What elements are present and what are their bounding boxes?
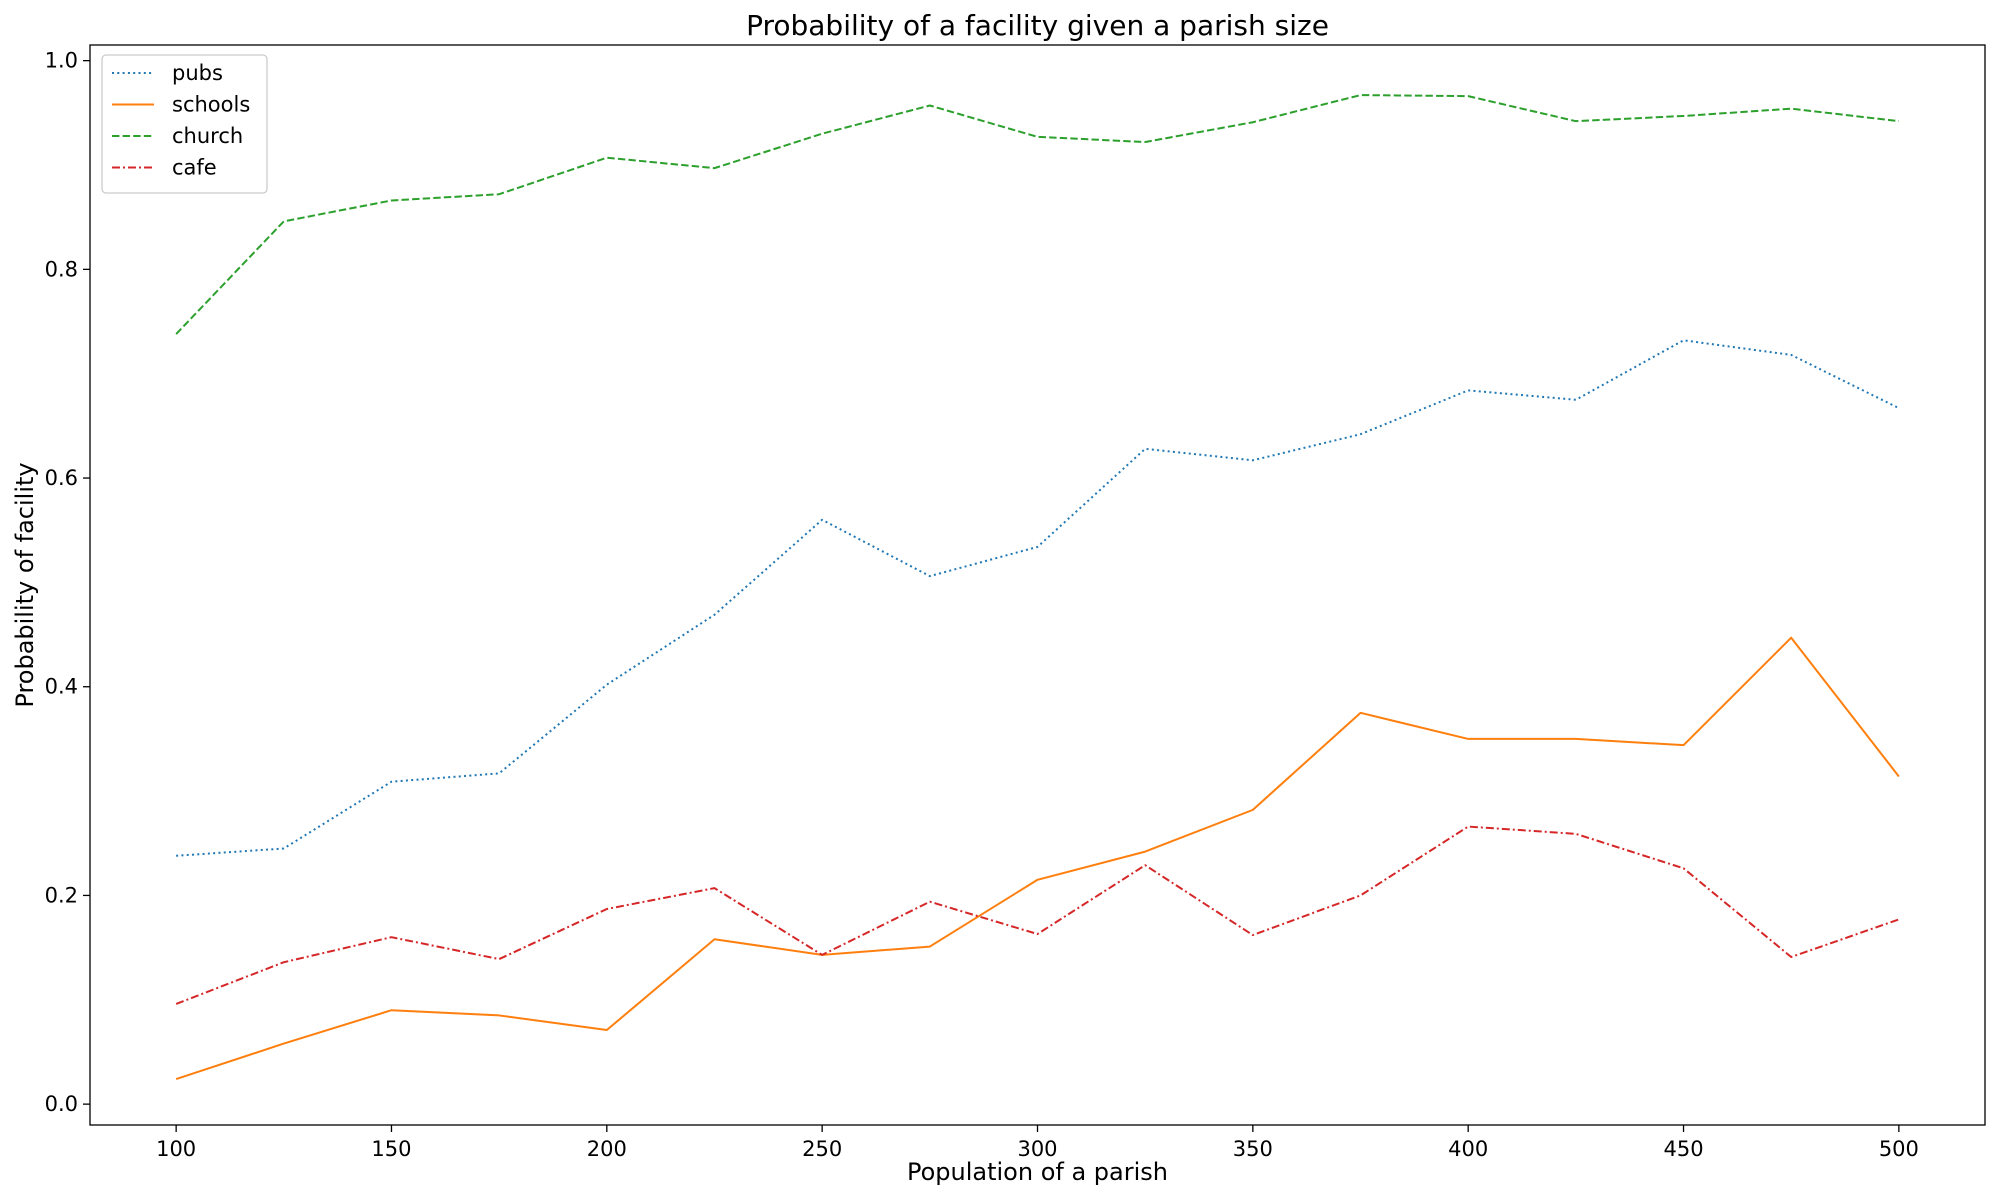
x-tick-label: 150 [371, 1137, 411, 1161]
x-tick-label: 350 [1233, 1137, 1273, 1161]
y-tick-label: 1.0 [45, 49, 78, 73]
series-layer [175, 94, 1900, 1081]
legend: pubs schools church cafe [101, 54, 268, 194]
series-line-schools [175, 636, 1900, 1081]
y-axis-title: Probability of facility [11, 462, 39, 707]
x-axis-title: Population of a parish [907, 1158, 1168, 1186]
series-line-cafe [175, 825, 1900, 1005]
legend-label-cafe: cafe [172, 156, 217, 180]
x-tick-label: 300 [1017, 1137, 1057, 1161]
chart-title: Probability of a facility given a parish… [746, 9, 1329, 42]
x-tick-label: 500 [1879, 1137, 1919, 1161]
plot-frame [89, 44, 1986, 1126]
y-tick-label: 0.8 [45, 257, 78, 281]
legend-label-church: church [172, 124, 243, 148]
axes-layer: 100 150 200 250 300 350 400 450 500 0.0 0.2 0.4 0.6 0… [45, 44, 1986, 1161]
legend-label-schools: schools [172, 93, 250, 117]
y-tick-label: 0.0 [45, 1092, 78, 1116]
series-line-pubs [176, 339, 1900, 857]
x-tick-label: 100 [156, 1137, 196, 1161]
x-tick-label: 450 [1663, 1137, 1703, 1161]
y-tick-label: 0.4 [45, 675, 78, 699]
x-tick-label: 400 [1448, 1137, 1488, 1161]
y-tick-label: 0.2 [45, 883, 78, 907]
y-tick-label: 0.6 [45, 466, 78, 490]
series-line-church [175, 94, 1899, 335]
legend-box [101, 54, 268, 194]
legend-label-pubs: pubs [172, 61, 223, 85]
x-tick-label: 250 [802, 1137, 842, 1161]
x-tick-label: 200 [587, 1137, 627, 1161]
